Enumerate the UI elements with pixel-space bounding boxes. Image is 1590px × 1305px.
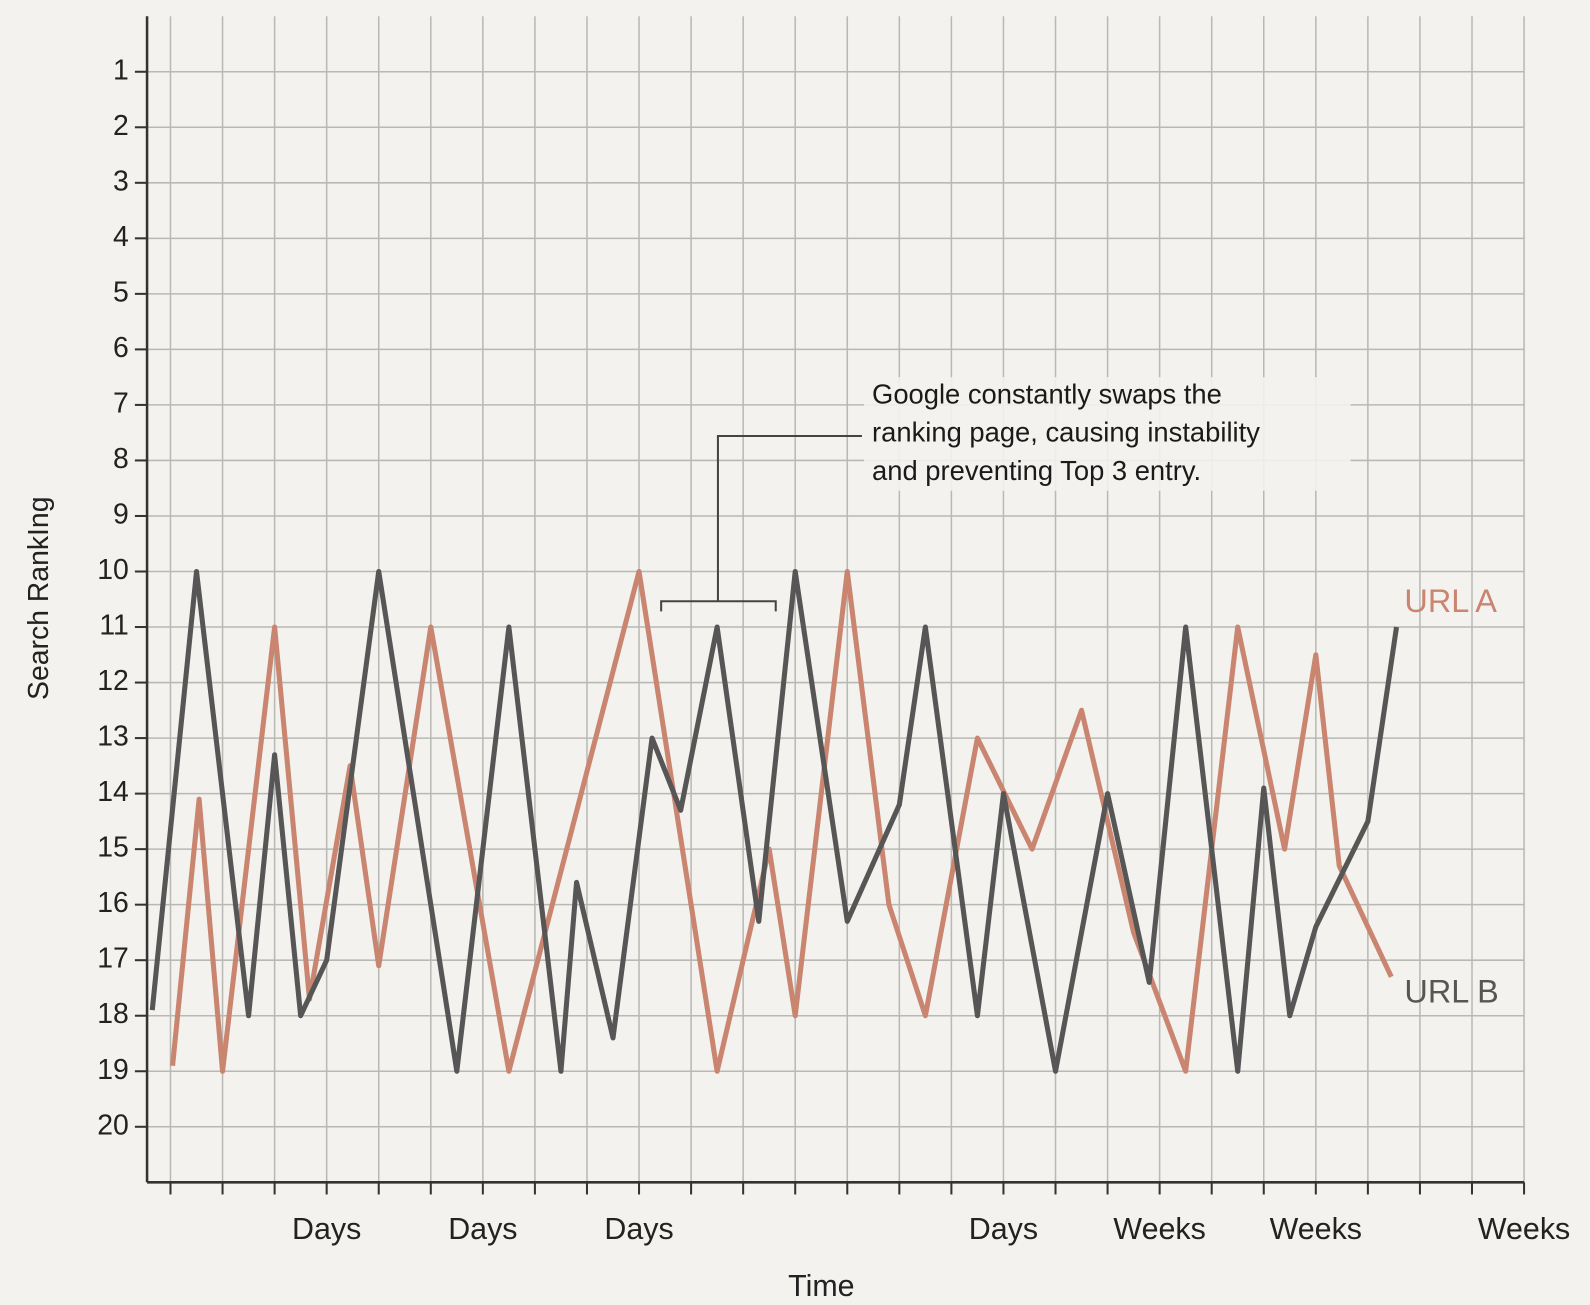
y-tick-label: 15 [97, 832, 129, 864]
y-tick-label: 3 [113, 165, 129, 197]
x-tick-label: Days [969, 1212, 1038, 1246]
y-tick-label: 9 [113, 498, 129, 530]
y-tick-label: 19 [97, 1054, 129, 1086]
grid [147, 16, 1525, 1183]
y-tick-label: 16 [97, 887, 129, 919]
annotation-text: Google constantly swaps the [872, 379, 1222, 410]
series-line [149, 568, 1400, 1074]
legend-label: URL A [1404, 583, 1497, 619]
x-tick-label: Weeks [1478, 1212, 1570, 1246]
annotation-box [863, 377, 1351, 491]
y-tick-label: 8 [113, 443, 129, 475]
annotation-text: ranking page, causing instability [872, 417, 1260, 448]
y-tick-label: 13 [97, 721, 129, 753]
y-axis-label: Search RankIng [23, 497, 55, 700]
x-tick-label: Weeks [1113, 1212, 1205, 1246]
y-tick-label: 4 [113, 221, 129, 253]
y-tick-label: 18 [97, 998, 129, 1030]
series-line [170, 568, 1394, 1074]
y-tick-label: 11 [99, 610, 128, 642]
y-tick-label: 20 [97, 1109, 129, 1141]
x-tick-label: Days [448, 1212, 517, 1246]
y-tick-label: 5 [113, 276, 129, 308]
y-tick-label: 7 [113, 387, 129, 419]
annotation-bracket [660, 435, 862, 612]
y-tick-label: 17 [97, 943, 129, 975]
y-tick-label: 2 [113, 110, 129, 142]
x-tick-label: Weeks [1270, 1212, 1362, 1246]
y-tick-label: 10 [97, 554, 129, 586]
legend-label: URL B [1404, 973, 1498, 1009]
annotation-text: and preventing Top 3 entry. [872, 455, 1201, 486]
y-tick-label: 1 [113, 54, 129, 86]
y-tick-label: 12 [97, 665, 129, 697]
x-tick-label: Days [604, 1212, 673, 1246]
y-tick-label: 14 [97, 776, 129, 808]
x-tick-label: Days [292, 1212, 361, 1246]
y-tick-label: 6 [113, 332, 129, 364]
x-axis-label: Time [788, 1269, 854, 1303]
